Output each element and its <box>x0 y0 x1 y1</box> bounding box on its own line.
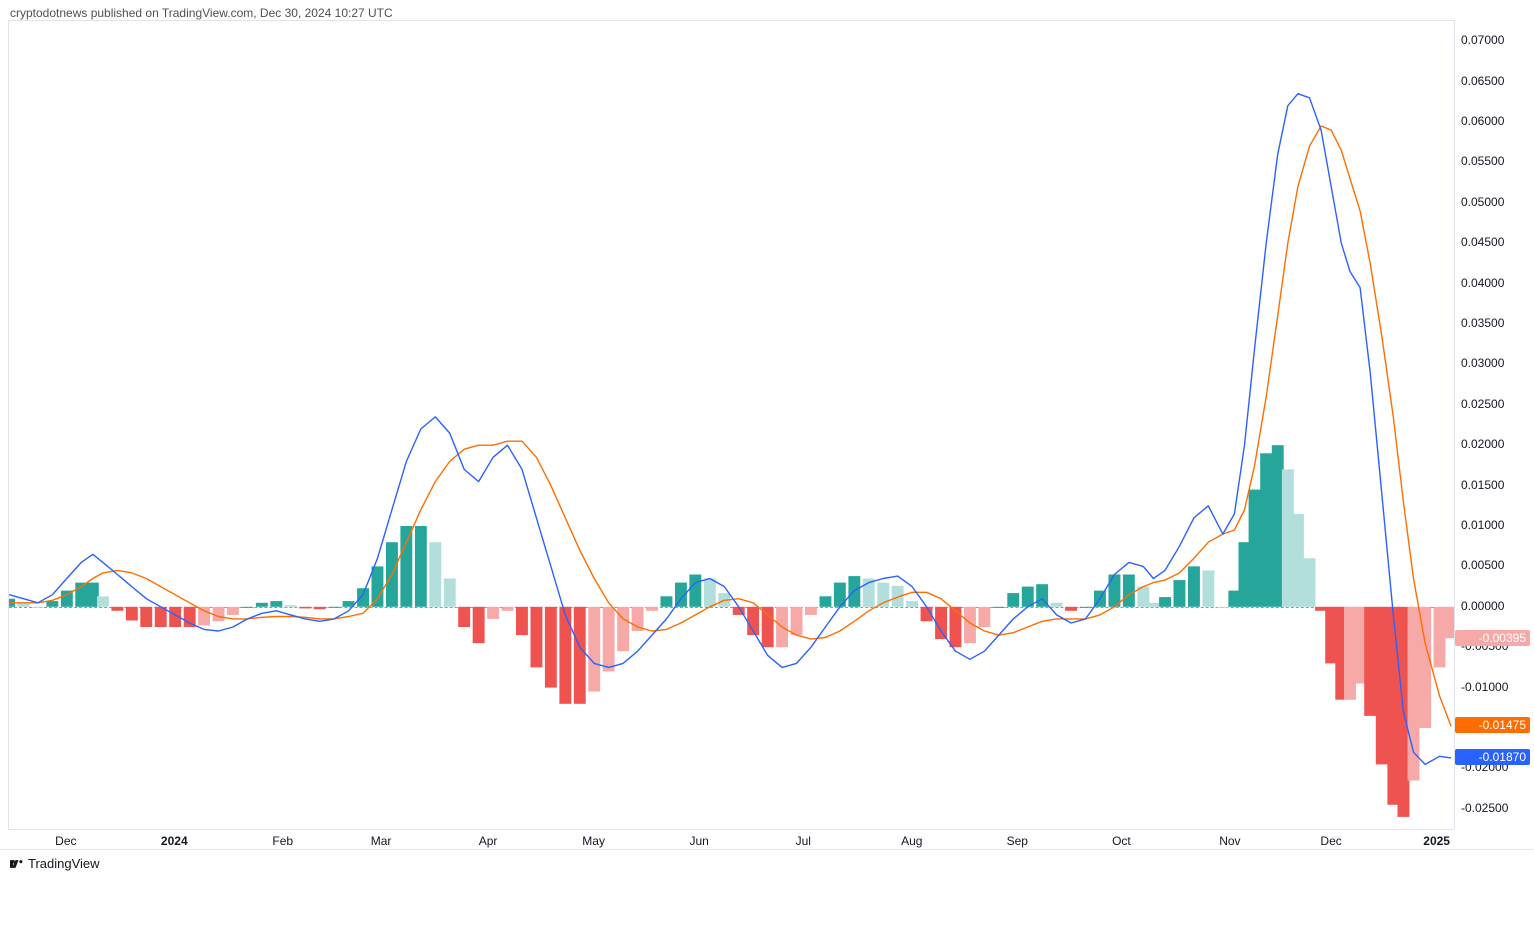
footer-label-text: TradingView <box>28 856 100 871</box>
ytick-label: -0.02500 <box>1461 801 1508 815</box>
ytick-label: -0.01000 <box>1461 680 1508 694</box>
xtick-label: Aug <box>901 834 922 848</box>
xtick-label: Feb <box>272 834 293 848</box>
xtick-label: Jul <box>796 834 811 848</box>
xtick-label: 2025 <box>1423 834 1450 848</box>
lines-plot <box>9 21 1454 829</box>
xtick-label: Dec <box>55 834 76 848</box>
ytick-label: 0.04000 <box>1461 276 1504 290</box>
ytick-label: 0.03000 <box>1461 356 1504 370</box>
macd-line <box>9 94 1451 765</box>
xtick-label: Jun <box>690 834 709 848</box>
ytick-label: 0.06500 <box>1461 74 1504 88</box>
ytick-label: 0.01000 <box>1461 518 1504 532</box>
ytick-label: 0.07000 <box>1461 33 1504 47</box>
chart-pane[interactable] <box>8 20 1454 829</box>
xtick-label: 2024 <box>161 834 188 848</box>
tradingview-icon <box>10 857 24 871</box>
price-label-histogram: -0.00395 <box>1455 630 1530 646</box>
ytick-label: 0.01500 <box>1461 478 1504 492</box>
ytick-label: 0.06000 <box>1461 114 1504 128</box>
xtick-label: May <box>582 834 605 848</box>
y-axis: 0.07000 0.06500 0.06000 0.05500 0.05000 0.045… <box>1454 20 1534 829</box>
xtick-label: Mar <box>371 834 392 848</box>
price-label-signal: -0.01475 <box>1455 717 1530 733</box>
xtick-label: Nov <box>1219 834 1240 848</box>
xtick-label: Apr <box>479 834 498 848</box>
ytick-label: 0.05500 <box>1461 154 1504 168</box>
ytick-label: 0.02500 <box>1461 397 1504 411</box>
signal-line <box>9 126 1451 726</box>
ytick-label: 0.04500 <box>1461 235 1504 249</box>
tradingview-logo: TradingView <box>10 856 100 871</box>
xtick-label: Dec <box>1320 834 1341 848</box>
attribution-text: cryptodotnews published on TradingView.c… <box>10 6 393 20</box>
ytick-label: 0.00000 <box>1461 599 1504 613</box>
footer-bar: TradingView <box>0 849 1534 929</box>
ytick-label: 0.03500 <box>1461 316 1504 330</box>
ytick-label: 0.05000 <box>1461 195 1504 209</box>
x-axis: Dec 2024 Feb Mar Apr May Jun Jul Aug Sep Oct Nov Dec… <box>8 829 1454 849</box>
ytick-label: 0.00500 <box>1461 558 1504 572</box>
ytick-label: 0.02000 <box>1461 437 1504 451</box>
price-label-macd: -0.01870 <box>1455 749 1530 765</box>
xtick-label: Sep <box>1007 834 1028 848</box>
xtick-label: Oct <box>1112 834 1131 848</box>
